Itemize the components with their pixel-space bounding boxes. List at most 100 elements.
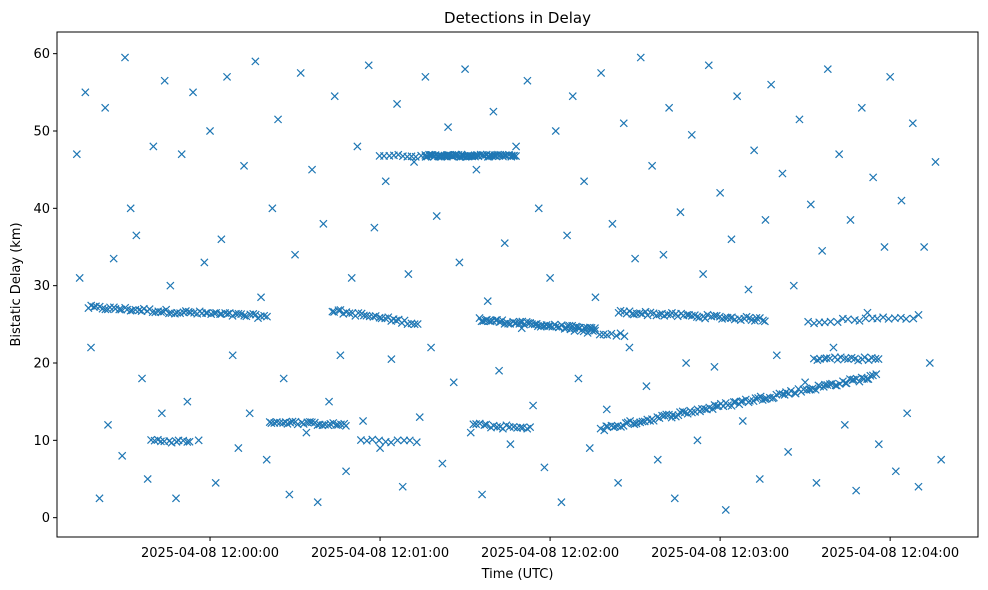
data-point bbox=[778, 169, 787, 178]
data-point bbox=[920, 242, 929, 252]
data-point bbox=[852, 486, 861, 495]
data-point bbox=[325, 397, 334, 406]
data-point bbox=[516, 423, 525, 432]
data-point bbox=[117, 305, 126, 314]
data-points bbox=[72, 53, 946, 514]
data-point bbox=[336, 420, 346, 429]
data-point bbox=[149, 142, 158, 151]
data-point bbox=[710, 362, 719, 371]
data-point bbox=[866, 371, 875, 380]
data-point bbox=[410, 157, 419, 166]
data-point bbox=[194, 436, 203, 445]
data-point bbox=[687, 408, 696, 417]
data-point bbox=[183, 437, 192, 446]
data-point bbox=[580, 177, 589, 186]
data-point bbox=[274, 115, 283, 124]
data-point bbox=[398, 482, 407, 491]
data-point bbox=[701, 314, 710, 323]
data-point bbox=[461, 65, 470, 74]
data-point bbox=[700, 404, 709, 413]
data-point bbox=[829, 343, 838, 352]
data-point bbox=[81, 88, 90, 97]
data-point bbox=[636, 53, 645, 62]
data-point bbox=[415, 413, 424, 422]
data-point bbox=[377, 314, 386, 323]
data-point bbox=[532, 319, 541, 328]
data-point bbox=[186, 308, 195, 317]
data-point bbox=[693, 436, 702, 445]
data-point bbox=[173, 308, 182, 317]
data-point bbox=[245, 409, 254, 418]
data-point bbox=[823, 380, 832, 389]
data-point bbox=[240, 161, 249, 170]
data-point bbox=[515, 317, 524, 326]
data-point bbox=[393, 436, 402, 445]
data-point bbox=[825, 354, 834, 363]
data-point bbox=[345, 309, 354, 318]
data-point bbox=[410, 320, 419, 329]
data-point bbox=[394, 150, 403, 159]
data-point bbox=[137, 374, 147, 383]
data-point bbox=[804, 317, 813, 326]
data-point bbox=[95, 494, 104, 503]
data-point bbox=[682, 358, 691, 368]
plot-area-frame bbox=[56, 31, 979, 538]
data-point bbox=[642, 382, 651, 391]
data-point bbox=[421, 72, 430, 81]
data-point bbox=[393, 99, 402, 108]
data-point bbox=[354, 308, 363, 318]
data-point bbox=[143, 474, 152, 484]
data-point bbox=[738, 416, 747, 426]
data-point bbox=[823, 65, 832, 74]
data-point bbox=[699, 270, 708, 279]
data-point bbox=[162, 305, 171, 314]
data-point bbox=[387, 355, 396, 364]
data-point bbox=[871, 354, 880, 363]
data-point bbox=[712, 402, 721, 411]
data-point bbox=[744, 285, 753, 294]
data-point bbox=[683, 310, 692, 319]
data-point bbox=[891, 467, 900, 476]
data-point bbox=[482, 420, 491, 429]
data-point bbox=[166, 281, 175, 290]
data-point bbox=[849, 375, 858, 384]
data-point bbox=[438, 459, 447, 468]
data-point bbox=[523, 76, 532, 85]
data-point bbox=[512, 142, 521, 151]
data-point bbox=[704, 61, 713, 70]
data-point bbox=[242, 312, 251, 321]
data-point bbox=[109, 254, 118, 263]
data-point bbox=[391, 316, 401, 325]
data-point bbox=[347, 273, 356, 282]
data-point bbox=[126, 204, 135, 213]
data-point bbox=[874, 355, 883, 364]
data-point bbox=[268, 204, 277, 213]
data-point bbox=[729, 398, 738, 407]
data-point bbox=[451, 150, 460, 159]
data-point bbox=[171, 494, 181, 503]
data-point bbox=[405, 436, 414, 445]
y-tick-label: 0 bbox=[42, 511, 50, 526]
data-point bbox=[812, 478, 821, 487]
data-point bbox=[914, 482, 923, 491]
data-point bbox=[563, 231, 572, 240]
data-point bbox=[772, 351, 781, 360]
data-point bbox=[400, 436, 409, 445]
data-point bbox=[937, 455, 946, 464]
data-point bbox=[931, 157, 940, 166]
data-point bbox=[364, 61, 373, 70]
data-point bbox=[692, 313, 701, 322]
data-point bbox=[614, 478, 623, 487]
data-point bbox=[818, 246, 827, 255]
data-point bbox=[495, 366, 504, 375]
data-point bbox=[156, 437, 165, 446]
data-point bbox=[782, 388, 791, 397]
data-point bbox=[506, 440, 515, 449]
data-point bbox=[655, 310, 664, 319]
data-point bbox=[223, 72, 232, 81]
data-point bbox=[751, 394, 760, 403]
data-point bbox=[101, 305, 110, 314]
data-point bbox=[334, 306, 343, 315]
data-point bbox=[767, 80, 776, 89]
data-point bbox=[653, 413, 662, 422]
